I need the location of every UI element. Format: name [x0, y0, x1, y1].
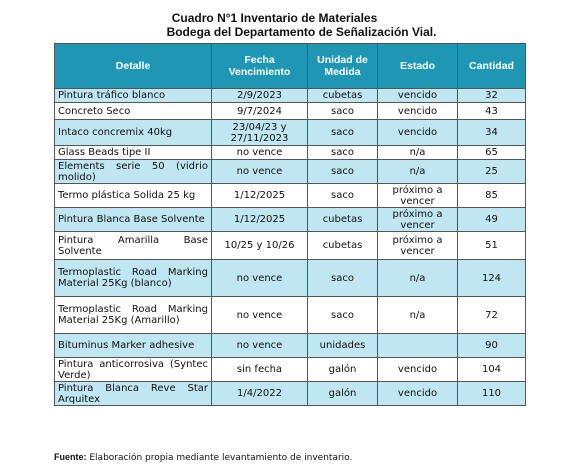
cell-unidad: cubetas	[307, 231, 378, 260]
cell-estado	[377, 333, 458, 358]
table-row: Glass Beads tipe II no vence saco n/a 65	[54, 145, 526, 160]
cell-fecha: no vence	[211, 296, 308, 334]
cell-detalle: Concreto Seco	[54, 102, 212, 120]
cell-cantidad: 49	[457, 207, 526, 232]
cell-cantidad: 51	[457, 231, 526, 260]
cell-fecha: 23/04/23 y 27/11/2023	[211, 119, 308, 146]
cell-cantidad: 85	[457, 183, 526, 208]
cell-unidad: galón	[307, 357, 378, 382]
cell-cantidad: 65	[457, 145, 526, 160]
table-row: Elements serie 50 (vidrio molido) no venc…	[54, 159, 526, 184]
table-row: Termoplastic Road Marking Material 25Kg …	[54, 296, 526, 334]
cell-unidad: saco	[307, 259, 378, 297]
col-header-cantidad: Cantidad	[457, 43, 526, 89]
cell-detalle: Pintura anticorrosiva (Syntec Verde)	[54, 357, 212, 382]
cell-fecha: 9/7/2024	[211, 102, 308, 120]
cell-fecha: 1/4/2022	[211, 381, 308, 406]
cell-unidad: saco	[307, 159, 378, 184]
cell-estado: n/a	[377, 145, 458, 160]
cell-detalle: Intaco concremix 40kg	[54, 119, 212, 146]
inventory-table: Detalle Fecha Vencimiento Unidad de Medi…	[54, 43, 526, 406]
cell-fecha: 10/25 y 10/26	[211, 231, 308, 260]
cell-estado: vencido	[377, 119, 458, 146]
cell-fecha: no vence	[211, 333, 308, 358]
cell-cantidad: 43	[457, 102, 526, 120]
cell-fecha: 1/12/2025	[211, 183, 308, 208]
cell-cantidad: 110	[457, 381, 526, 406]
cell-fecha: no vence	[211, 259, 308, 297]
table-row: Termo plástica Solida 25 kg 1/12/2025 saco…	[54, 183, 526, 208]
cell-detalle: Pintura tráfico blanco	[54, 88, 212, 103]
cell-detalle: Pintura Blanca Reve Star Arquitex	[54, 381, 212, 406]
cell-cantidad: 34	[457, 119, 526, 146]
cell-detalle: Termo plástica Solida 25 kg	[54, 183, 212, 208]
cell-fecha: no vence	[211, 145, 308, 160]
cell-unidad: unidades	[307, 333, 378, 358]
table-title: Cuadro N°1 Inventario de Materiales	[171, 11, 378, 25]
table-row: Pintura Blanca Reve Star Arquitex 1/4/202…	[54, 381, 526, 406]
cell-unidad: saco	[307, 119, 378, 146]
cell-fecha: sin fecha	[211, 357, 308, 382]
cell-estado: n/a	[377, 159, 458, 184]
cell-unidad: saco	[307, 145, 378, 160]
table-row: Pintura tráfico blanco 2/9/2023 cubetas ven…	[54, 88, 526, 103]
table-row: Intaco concremix 40kg 23/04/23 y 27/11/20…	[54, 119, 526, 146]
table-row: Pintura Amarilla Base Solvente 10/25 y 10…	[54, 231, 526, 260]
cell-cantidad: 90	[457, 333, 526, 358]
cell-detalle: Bituminus Marker adhesive	[54, 333, 212, 358]
cell-estado: vencido	[377, 102, 458, 120]
cell-unidad: galón	[307, 381, 378, 406]
cell-detalle: Pintura Blanca Base Solvente	[54, 207, 212, 232]
col-header-unidad: Unidad de Medida	[307, 43, 378, 89]
cell-cantidad: 124	[457, 259, 526, 297]
cell-fecha: no vence	[211, 159, 308, 184]
cell-estado: próximo a vencer	[377, 207, 458, 232]
cell-fecha: 2/9/2023	[211, 88, 308, 103]
table-row: Pintura anticorrosiva (Syntec Verde) sin …	[54, 357, 526, 382]
table-row: Bituminus Marker adhesive no vence unidade…	[54, 333, 526, 358]
cell-estado: próximo a vencer	[377, 231, 458, 260]
cell-unidad: cubetas	[307, 88, 378, 103]
cell-unidad: saco	[307, 183, 378, 208]
col-header-detalle: Detalle	[54, 43, 212, 89]
table-row: Concreto Seco 9/7/2024 saco vencido 43	[54, 102, 526, 120]
header-row: Detalle Fecha Vencimiento Unidad de Medi…	[54, 43, 526, 89]
cell-estado: n/a	[377, 296, 458, 334]
cell-detalle: Pintura Amarilla Base Solvente	[54, 231, 212, 260]
cell-cantidad: 32	[457, 88, 526, 103]
col-header-fecha: Fecha Vencimiento	[211, 43, 308, 89]
col-header-estado: Estado	[377, 43, 458, 89]
source-text: Elaboración propia mediante levantamient…	[89, 453, 353, 463]
cell-estado: vencido	[377, 88, 458, 103]
table-row: Pintura Blanca Base Solvente 1/12/2025 cub…	[54, 207, 526, 232]
cell-estado: n/a	[377, 259, 458, 297]
cell-detalle: Termoplastic Road Marking Material 25Kg …	[54, 259, 212, 297]
cell-fecha: 1/12/2025	[211, 207, 308, 232]
table-row: Termoplastic Road Marking Material 25Kg …	[54, 259, 526, 297]
cell-estado: vencido	[377, 357, 458, 382]
cell-detalle: Termoplastic Road Marking Material 25Kg …	[54, 296, 212, 334]
cell-estado: vencido	[377, 381, 458, 406]
cell-unidad: cubetas	[307, 207, 378, 232]
table-subtitle: Bodega del Departamento de Señalización …	[166, 25, 437, 39]
source-label: Fuente:	[54, 452, 87, 462]
cell-cantidad: 25	[457, 159, 526, 184]
cell-detalle: Elements serie 50 (vidrio molido)	[54, 159, 212, 184]
cell-cantidad: 72	[457, 296, 526, 334]
cell-estado: próximo a vencer	[377, 183, 458, 208]
cell-cantidad: 104	[457, 357, 526, 382]
cell-unidad: saco	[307, 102, 378, 120]
source-note: Fuente: Elaboración propia mediante leva…	[54, 452, 352, 464]
cell-detalle: Glass Beads tipe II	[54, 145, 212, 160]
cell-unidad: saco	[307, 296, 378, 334]
